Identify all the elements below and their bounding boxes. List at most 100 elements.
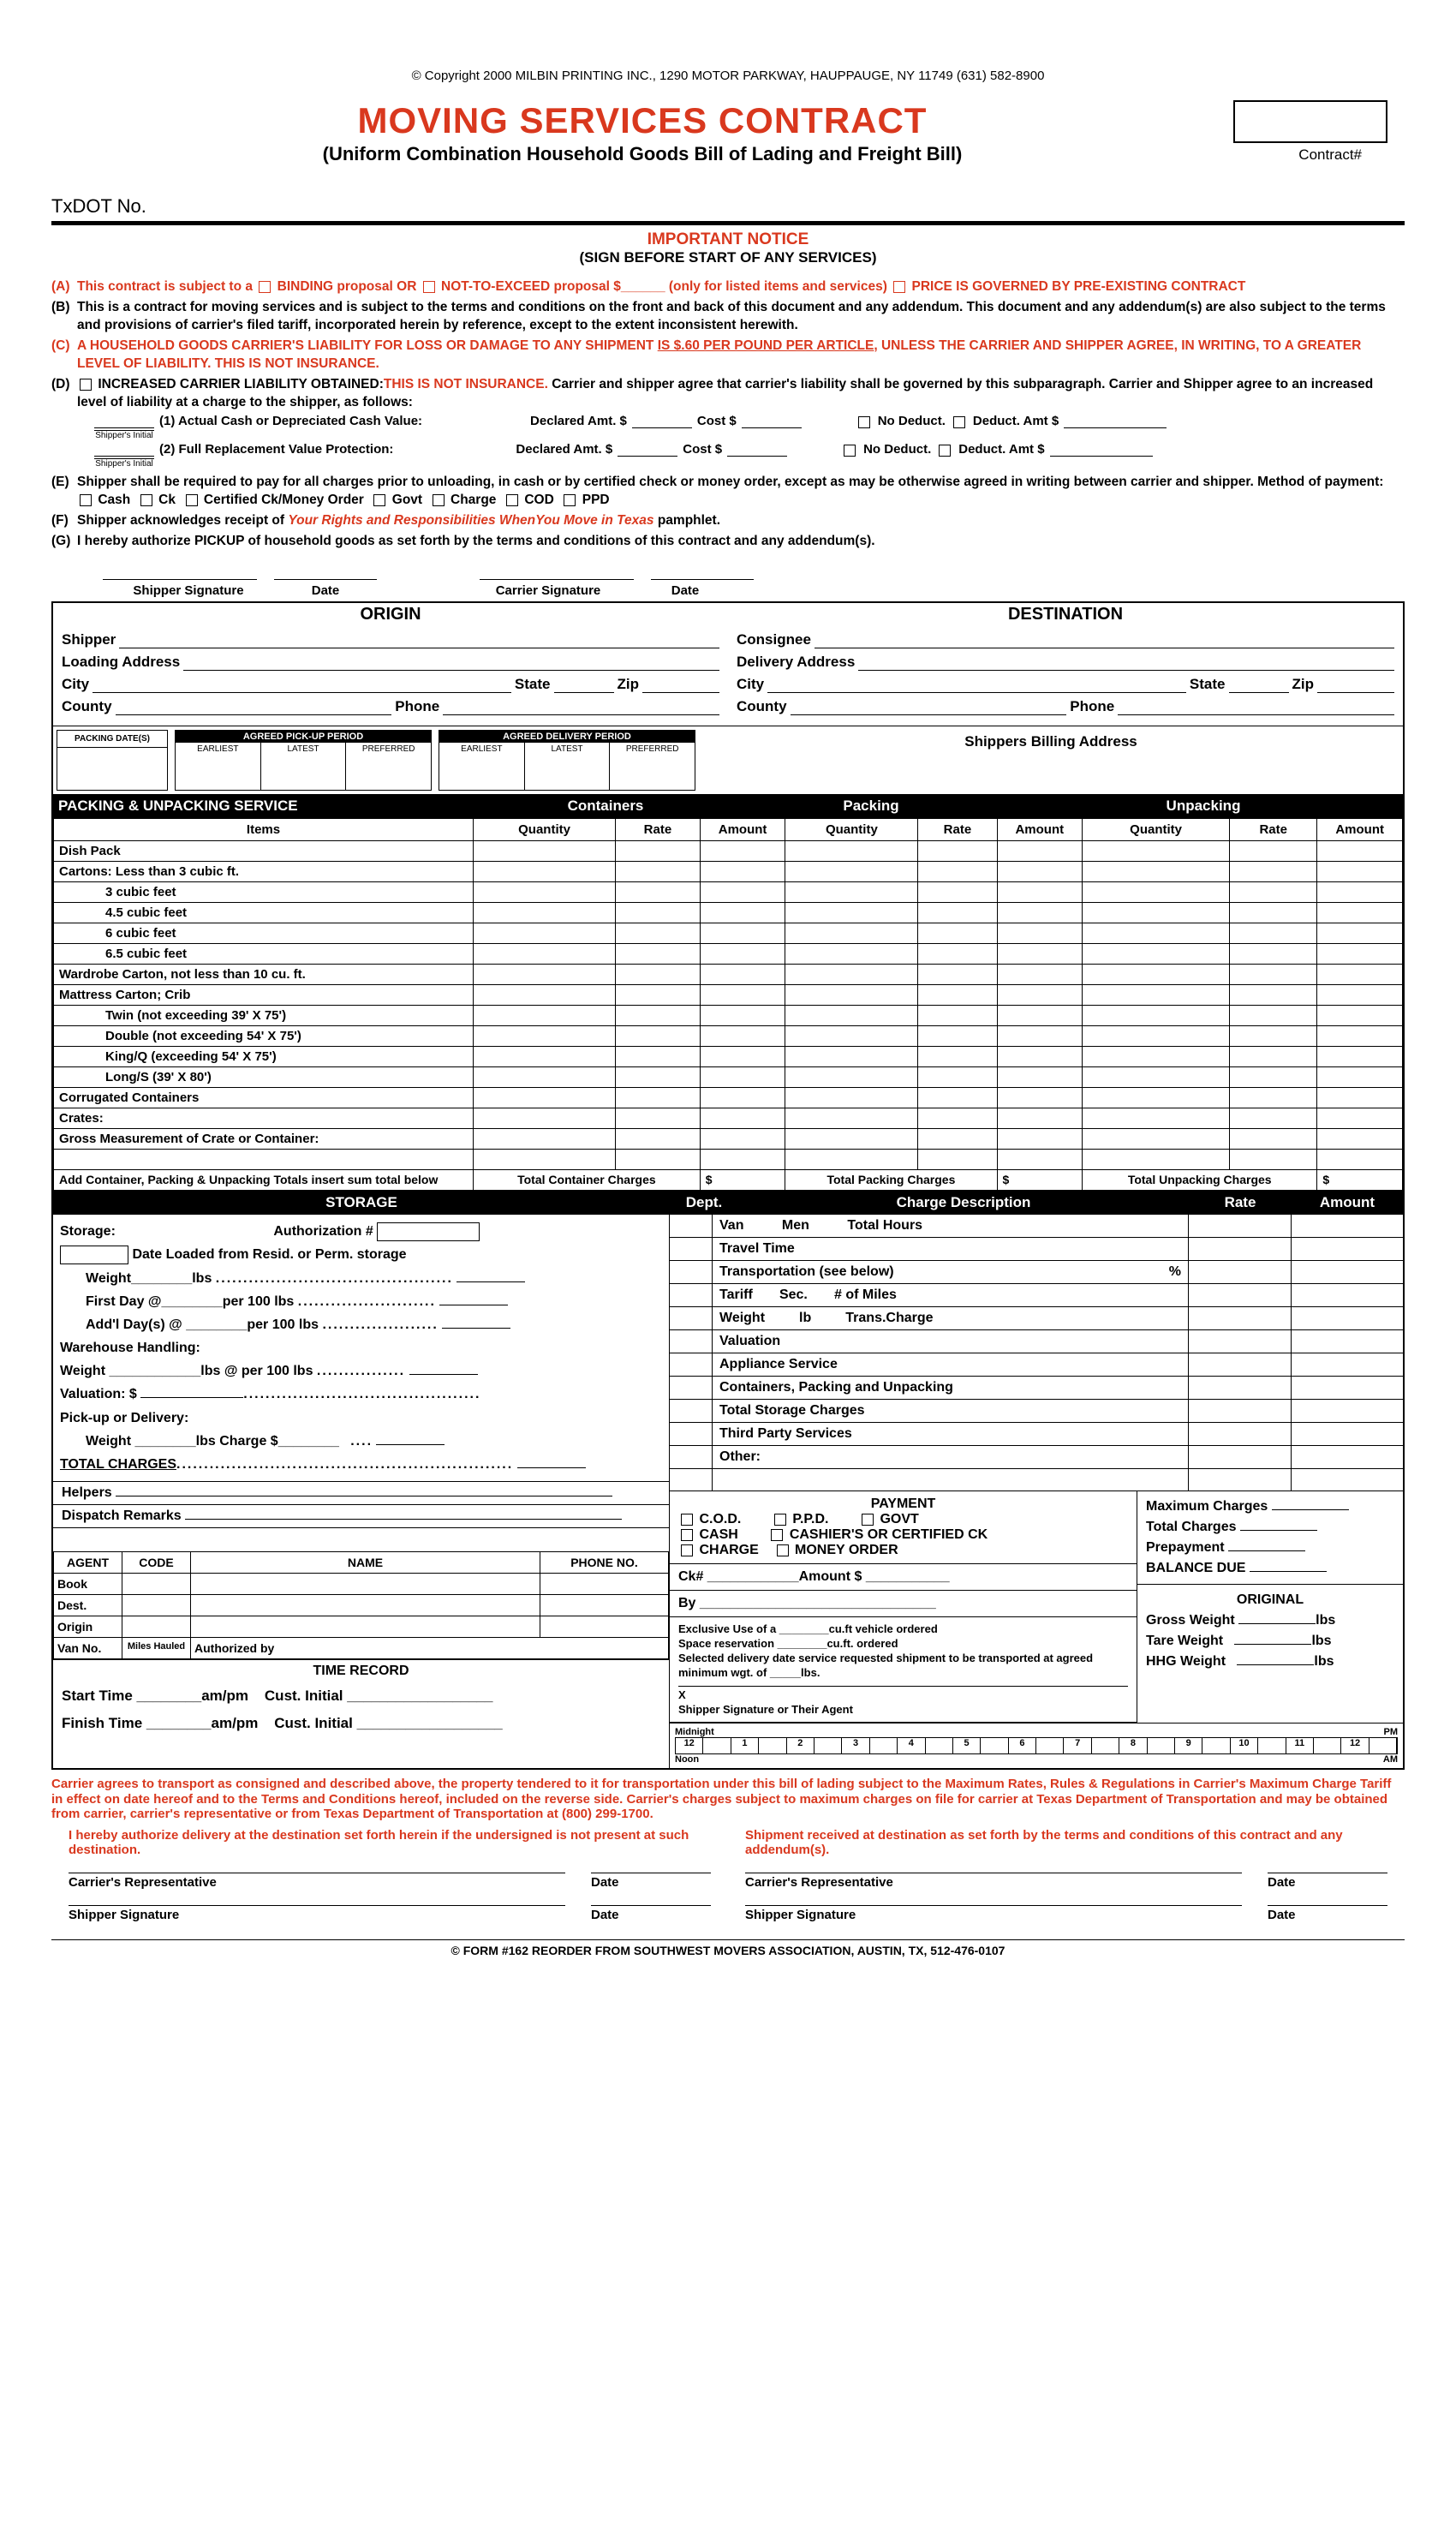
book-phone[interactable]: [540, 1574, 669, 1595]
item-cell[interactable]: [1230, 985, 1317, 1006]
item-cell[interactable]: [474, 903, 616, 923]
item-cell[interactable]: [616, 1108, 701, 1129]
hhg-wt-field[interactable]: [1237, 1664, 1314, 1665]
item-cell[interactable]: [700, 1088, 785, 1108]
prepayment-field[interactable]: [1228, 1550, 1305, 1551]
date-1[interactable]: Date: [591, 1873, 711, 1890]
item-cell[interactable]: [918, 1047, 997, 1067]
book-name[interactable]: [191, 1574, 540, 1595]
item-cell[interactable]: [700, 1067, 785, 1088]
deduct-1[interactable]: [953, 416, 965, 428]
item-cell[interactable]: [918, 923, 997, 944]
consignee-field[interactable]: [815, 633, 1394, 648]
book-code[interactable]: [122, 1574, 191, 1595]
item-cell[interactable]: [474, 1006, 616, 1026]
item-cell[interactable]: [1230, 1047, 1317, 1067]
pay-cash-cb[interactable]: [80, 494, 92, 506]
origin-phone[interactable]: [540, 1616, 669, 1638]
cod-cb[interactable]: [681, 1514, 693, 1526]
phone-d[interactable]: [1118, 700, 1394, 715]
item-cell[interactable]: [474, 923, 616, 944]
item-cell[interactable]: [997, 1047, 1083, 1067]
pay-ppd-cb[interactable]: [564, 494, 576, 506]
item-cell[interactable]: [785, 1047, 918, 1067]
item-cell[interactable]: [474, 882, 616, 903]
item-cell[interactable]: [700, 944, 785, 965]
item-cell[interactable]: [616, 1006, 701, 1026]
charge-cb[interactable]: [681, 1544, 693, 1556]
init-2[interactable]: [94, 443, 154, 457]
total-charges-field[interactable]: [517, 1456, 586, 1468]
item-cell[interactable]: [997, 1026, 1083, 1047]
item-cell[interactable]: [785, 903, 918, 923]
nte-checkbox[interactable]: [423, 281, 435, 293]
item-cell[interactable]: [997, 1067, 1083, 1088]
item-cell[interactable]: [1317, 1067, 1403, 1088]
item-cell[interactable]: [1083, 841, 1230, 862]
item-cell[interactable]: [474, 1129, 616, 1150]
state-o[interactable]: [554, 678, 614, 693]
dept-field[interactable]: [670, 1215, 713, 1237]
item-cell[interactable]: [1230, 923, 1317, 944]
dest-code[interactable]: [122, 1595, 191, 1616]
firstday-field[interactable]: [439, 1293, 508, 1305]
item-cell[interactable]: [616, 1047, 701, 1067]
item-cell[interactable]: [918, 1129, 997, 1150]
item-cell[interactable]: [1317, 985, 1403, 1006]
item-cell[interactable]: [700, 923, 785, 944]
item-cell[interactable]: [1317, 1129, 1403, 1150]
cost-2[interactable]: [727, 443, 787, 457]
item-cell[interactable]: [918, 1108, 997, 1129]
delivery-field[interactable]: [858, 655, 1394, 671]
item-cell[interactable]: [1230, 1108, 1317, 1129]
addlday-field[interactable]: [442, 1317, 510, 1329]
carrier-rep-1[interactable]: Carrier's Representative: [69, 1873, 565, 1890]
deductamt-2[interactable]: [1050, 443, 1153, 457]
item-cell[interactable]: [474, 1047, 616, 1067]
item-cell[interactable]: [785, 841, 918, 862]
item-cell[interactable]: [785, 1108, 918, 1129]
item-cell[interactable]: [616, 923, 701, 944]
item-cell[interactable]: [616, 944, 701, 965]
shipper-sig-2[interactable]: Shipper Signature: [745, 1905, 1242, 1922]
gross-wt-field[interactable]: [1238, 1623, 1316, 1624]
item-cell[interactable]: [700, 1129, 785, 1150]
pay-ck-cb[interactable]: [140, 494, 152, 506]
item-cell[interactable]: [997, 841, 1083, 862]
item-cell[interactable]: [474, 985, 616, 1006]
loading-field[interactable]: [183, 655, 719, 671]
pay-cert-cb[interactable]: [186, 494, 198, 506]
valuation-field[interactable]: [140, 1386, 243, 1398]
item-cell[interactable]: [1083, 1006, 1230, 1026]
govt-cb[interactable]: [862, 1514, 874, 1526]
item-cell[interactable]: [1230, 862, 1317, 882]
del-earliest[interactable]: EARLIEST: [439, 743, 525, 790]
item-cell[interactable]: [1083, 1129, 1230, 1150]
item-cell[interactable]: [1083, 965, 1230, 985]
item-cell[interactable]: [1317, 1047, 1403, 1067]
item-cell[interactable]: [997, 944, 1083, 965]
item-cell[interactable]: [616, 965, 701, 985]
rate-1[interactable]: [1189, 1215, 1292, 1237]
item-cell[interactable]: [997, 882, 1083, 903]
preexisting-checkbox[interactable]: [893, 281, 905, 293]
item-cell[interactable]: [997, 965, 1083, 985]
pickup-preferred[interactable]: PREFERRED: [346, 743, 431, 790]
cashiers-cb[interactable]: [771, 1529, 783, 1541]
item-cell[interactable]: [1317, 1108, 1403, 1129]
mo-cb[interactable]: [777, 1544, 789, 1556]
item-cell[interactable]: [474, 1088, 616, 1108]
binding-checkbox[interactable]: [259, 281, 271, 293]
item-cell[interactable]: [997, 1129, 1083, 1150]
total-charges-field2[interactable]: [1240, 1530, 1317, 1531]
item-cell[interactable]: [997, 903, 1083, 923]
date-field-1[interactable]: [274, 563, 377, 580]
pickup-earliest[interactable]: EARLIEST: [176, 743, 261, 790]
item-cell[interactable]: [918, 1026, 997, 1047]
item-cell[interactable]: [616, 862, 701, 882]
del-preferred[interactable]: PREFERRED: [610, 743, 695, 790]
pay-cod-cb[interactable]: [506, 494, 518, 506]
zip-o[interactable]: [642, 678, 719, 693]
item-cell[interactable]: [1083, 1047, 1230, 1067]
item-cell[interactable]: [700, 1026, 785, 1047]
